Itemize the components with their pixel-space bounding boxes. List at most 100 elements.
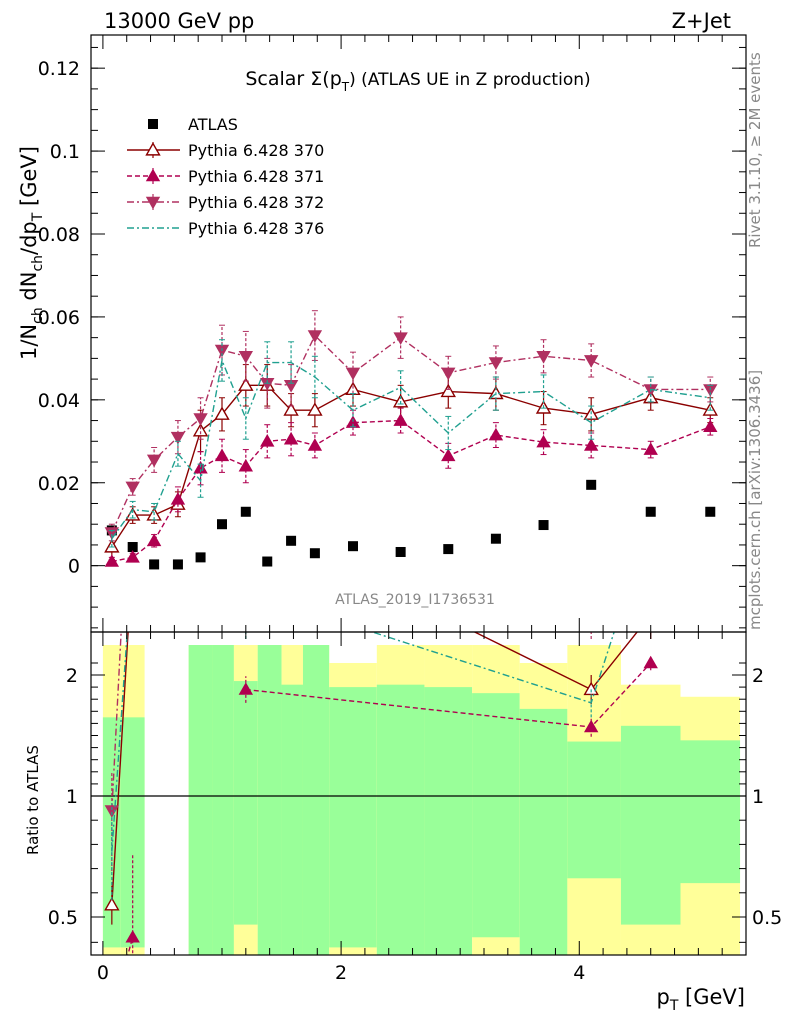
- uncertainty-band-green: [281, 684, 303, 955]
- y-tick-label: 0.1: [50, 141, 80, 163]
- legend-marker: [145, 196, 161, 210]
- ratio-point: [585, 610, 598, 621]
- data-point: [146, 454, 162, 468]
- data-point: [348, 541, 358, 552]
- uncertainty-band-green: [188, 645, 213, 955]
- data-point: [127, 542, 138, 553]
- ratio-y-tick-label: 0.5: [48, 907, 78, 929]
- data-point: [309, 548, 320, 559]
- ratio-y-tick-label: 2: [66, 665, 78, 687]
- data-point: [393, 332, 408, 345]
- uncertainty-band-green: [233, 681, 258, 925]
- ratio-line: [246, 447, 651, 615]
- analysis-watermark: ATLAS_2019_I1736531: [335, 592, 495, 608]
- main-plot-panel: 0 0.02 0.04 0.06 0.08 0.1 0.12 Scalar Σ(pT) (A…: [17, 34, 747, 633]
- y-tick-label: 0.08: [38, 224, 80, 246]
- uncertainty-band-green: [424, 687, 473, 955]
- ratio-plot-frame: [90, 631, 747, 956]
- data-point: [345, 367, 361, 381]
- data-point: [260, 377, 275, 391]
- data-point: [536, 434, 551, 448]
- series-3: [104, 310, 718, 542]
- legend: ATLAS Pythia 6.428 370 Pythia 6.428 371 Pyt…: [127, 115, 324, 238]
- data-point: [307, 330, 323, 343]
- data-point: [214, 448, 230, 462]
- data-point: [214, 406, 230, 420]
- data-point: [283, 431, 299, 445]
- legend-marker: [145, 168, 161, 182]
- data-point: [238, 458, 254, 472]
- data-point: [192, 423, 209, 437]
- data-point: [307, 402, 323, 416]
- data-point: [703, 384, 718, 397]
- uncertainty-band-green: [376, 684, 425, 955]
- data-point: [536, 351, 551, 364]
- data-point: [643, 442, 658, 455]
- ratio-point: [238, 682, 254, 695]
- data-point: [195, 552, 206, 563]
- data-point: [238, 377, 254, 391]
- mcplots-label: mcplots.cern.ch [arXiv:1306.3436]: [746, 370, 764, 630]
- data-point: [262, 556, 273, 567]
- data-point: [217, 519, 227, 530]
- data-point: [490, 533, 501, 544]
- data-point: [645, 506, 656, 517]
- uncertainty-band-green: [620, 725, 681, 925]
- main-series-layer: [104, 310, 718, 570]
- data-point: [643, 389, 659, 404]
- ratio-series-1: [105, 655, 658, 1018]
- ratio-y-tick-label-right: 0.5: [752, 907, 782, 929]
- legend-marker: [148, 119, 158, 129]
- ratio-point: [125, 929, 140, 943]
- x-axis-label: pT [GeV]: [656, 985, 745, 1014]
- series-line-3: [111, 334, 711, 533]
- ratio-point: [583, 719, 599, 733]
- uncertainty-band-green: [302, 645, 330, 955]
- data-point: [441, 448, 456, 462]
- data-point: [307, 438, 323, 451]
- data-point: [104, 554, 120, 567]
- legend-label: ATLAS: [188, 115, 238, 134]
- y-tick-label: 0.02: [38, 473, 80, 495]
- data-point: [345, 415, 361, 428]
- ratio-point: [644, 609, 657, 620]
- legend-item-3: Pythia 6.428 372: [127, 193, 324, 212]
- data-point: [440, 383, 456, 398]
- uncertainty-band-green: [212, 645, 234, 955]
- data-point: [538, 520, 549, 531]
- ratio-series-layer: [104, 406, 658, 1018]
- legend-item-1: Pythia 6.428 370: [127, 141, 324, 160]
- uncertainty-band-green: [120, 717, 145, 948]
- ratio-y-tick-label-right: 2: [752, 665, 764, 687]
- series-1: [104, 364, 718, 560]
- ratio-line: [370, 632, 615, 704]
- data-point: [283, 402, 299, 416]
- ratio-line: [111, 632, 122, 811]
- data-point: [586, 479, 597, 490]
- data-point: [240, 506, 251, 517]
- legend-label: Pythia 6.428 376: [188, 219, 324, 238]
- data-point: [170, 492, 186, 505]
- data-point: [260, 433, 275, 447]
- legend-marker: [145, 142, 161, 156]
- legend-label: Pythia 6.428 371: [188, 167, 324, 186]
- ratio-point: [104, 896, 120, 911]
- data-point: [146, 533, 162, 547]
- uncertainty-band-green: [680, 740, 741, 884]
- uncertainty-band-green: [257, 645, 282, 955]
- legend-item-2: Pythia 6.428 371: [127, 167, 324, 186]
- y-tick-label: 0: [68, 556, 80, 578]
- data-point: [393, 413, 408, 426]
- series-4: [108, 339, 714, 548]
- ratio-y-axis-label: Ratio to ATLAS: [24, 745, 42, 855]
- series-line-2: [111, 419, 711, 563]
- legend-label: Pythia 6.428 372: [188, 193, 324, 212]
- uncertainty-band-green: [472, 693, 520, 938]
- series-line-4: [111, 357, 711, 540]
- data-point: [488, 357, 504, 370]
- ratio-point: [126, 406, 139, 417]
- ratio-point: [105, 1007, 118, 1018]
- data-point: [583, 438, 599, 451]
- x-tick-label: 2: [335, 962, 347, 984]
